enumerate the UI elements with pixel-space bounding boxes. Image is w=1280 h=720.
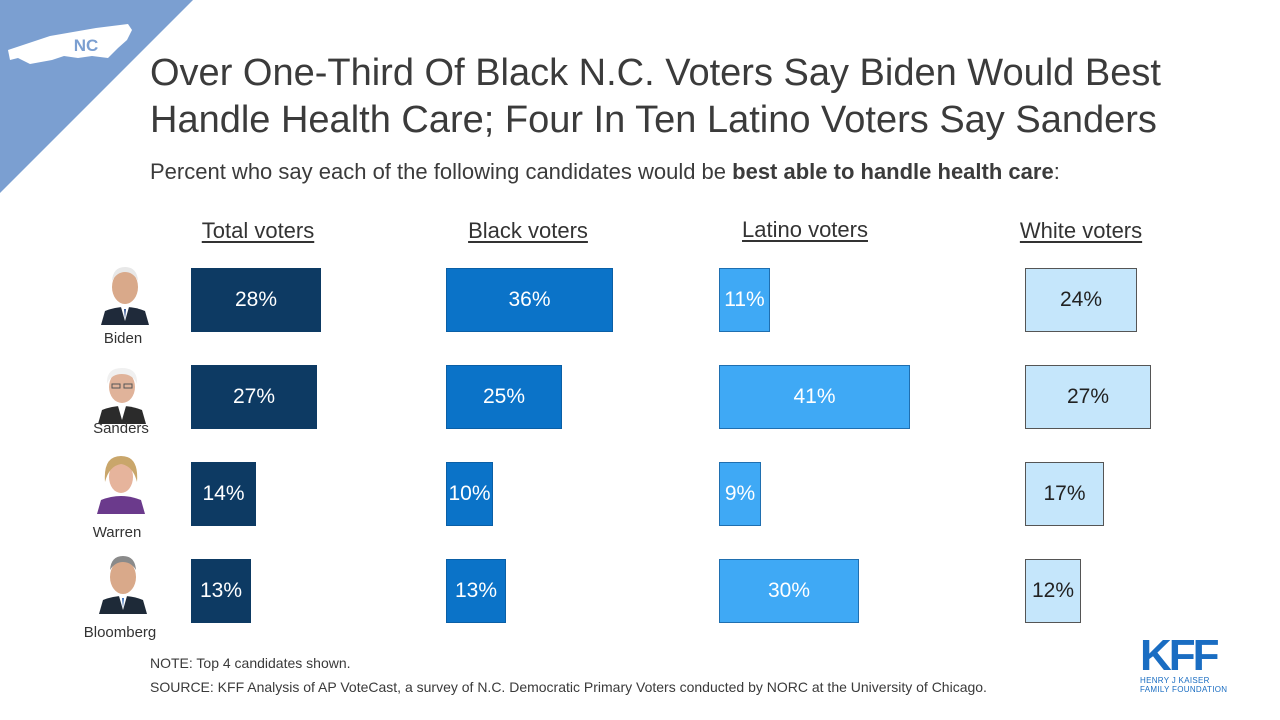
bar-white-sanders: 27% [1025,365,1151,429]
nc-corner-badge: NC [0,0,193,193]
bar-value-label: 13% [199,579,243,602]
bar-value-label: 10% [448,482,491,505]
bar-value-label: 41% [793,385,836,408]
bar-value-label: 28% [234,288,278,311]
biden-photo [99,261,151,325]
bar-value-label: 36% [508,288,551,311]
column-header-total: Total voters [201,218,315,243]
chart-source: SOURCE: KFF Analysis of AP VoteCast, a s… [150,679,987,695]
bar-latino-bloomberg: 30% [719,559,859,623]
bar-latino-biden: 11% [719,268,770,332]
bar-total-warren: 14% [191,462,256,526]
candidate-label-bloomberg: Bloomberg [83,624,157,641]
bar-value-label: 17% [1043,482,1086,505]
nc-state-map-icon [8,24,132,64]
bar-black-warren: 10% [446,462,493,526]
kff-logo-letters: KFF [1140,631,1220,680]
bar-white-bloomberg: 12% [1025,559,1081,623]
column-header-white: White voters [1019,218,1143,243]
bar-white-warren: 17% [1025,462,1104,526]
subtitle-emphasis: best able to handle health care [732,159,1054,184]
bar-black-biden: 36% [446,268,613,332]
bar-value-label: 25% [482,385,526,408]
bar-value-label: 9% [724,482,756,505]
bloomberg-photo [97,550,149,614]
bar-latino-warren: 9% [719,462,761,526]
bar-value-label: 24% [1059,288,1103,311]
kff-logo: KFF HENRY J KAISER FAMILY FOUNDATION [1140,631,1240,698]
candidate-label-biden: Biden [103,330,143,347]
bar-total-biden: 28% [191,268,321,332]
bar-white-biden: 24% [1025,268,1137,332]
chart-note: NOTE: Top 4 candidates shown. [150,655,351,671]
bar-value-label: 27% [232,385,276,408]
badge-state-text: NC [74,36,99,55]
bar-value-label: 11% [724,288,765,311]
column-header-black: Black voters [468,218,588,243]
subtitle-text: Percent who say each of the following ca… [150,159,733,184]
kff-logo-line1: HENRY J KAISER [1140,676,1210,685]
bar-value-label: 27% [1066,385,1110,408]
column-header-latino: Latino voters [742,217,868,242]
kff-logo-line2: FAMILY FOUNDATION [1140,685,1228,694]
warren-photo [95,450,147,514]
bar-value-label: 30% [767,579,811,602]
chart-title: Over One-Third Of Black N.C. Voters Say … [150,52,1161,141]
bar-black-sanders: 25% [446,365,562,429]
subtitle-colon: : [1053,159,1060,184]
bar-black-bloomberg: 13% [446,559,506,623]
bar-latino-sanders: 41% [719,365,910,429]
bar-total-bloomberg: 13% [191,559,251,623]
bar-value-label: 12% [1031,579,1075,602]
candidate-label-sanders: Sanders [93,420,149,437]
sanders-photo [96,360,148,424]
bar-value-label: 13% [454,579,498,602]
bar-value-label: 14% [202,482,245,505]
chart-subtitle: Percent who say each of the following ca… [150,158,1250,186]
candidate-label-warren: Warren [92,524,142,541]
bar-total-sanders: 27% [191,365,317,429]
